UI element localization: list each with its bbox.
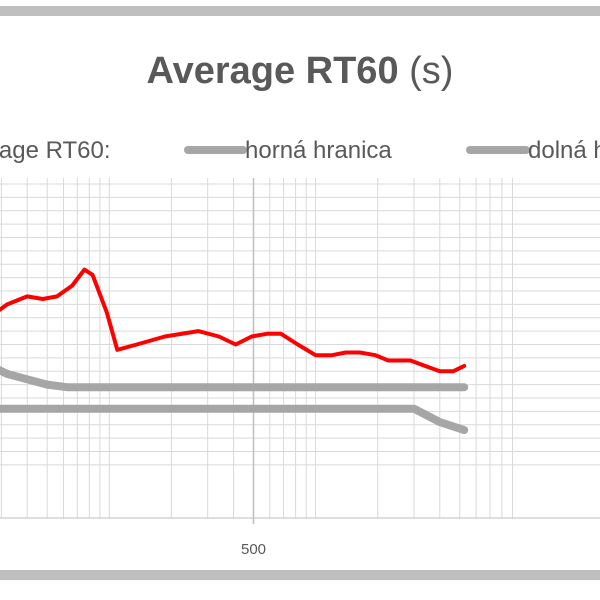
chart-frame-bottom — [0, 570, 600, 580]
series-line-0 — [0, 267, 467, 374]
series-line-1 — [0, 365, 469, 392]
chart-title-unit: (s) — [409, 50, 454, 92]
chart-frame-top — [0, 6, 600, 16]
legend-label-0: Average RT60: — [0, 137, 111, 164]
series-line-2 — [0, 404, 469, 435]
legend-label-1: horná hranica — [245, 137, 392, 164]
chart-title: Average RT60 (s) — [0, 50, 600, 93]
x-tick-label-0: 500 — [241, 541, 266, 558]
chart-title-text: Average RT60 — [146, 50, 399, 92]
legend-label-2: dolná hranica — [528, 137, 600, 164]
